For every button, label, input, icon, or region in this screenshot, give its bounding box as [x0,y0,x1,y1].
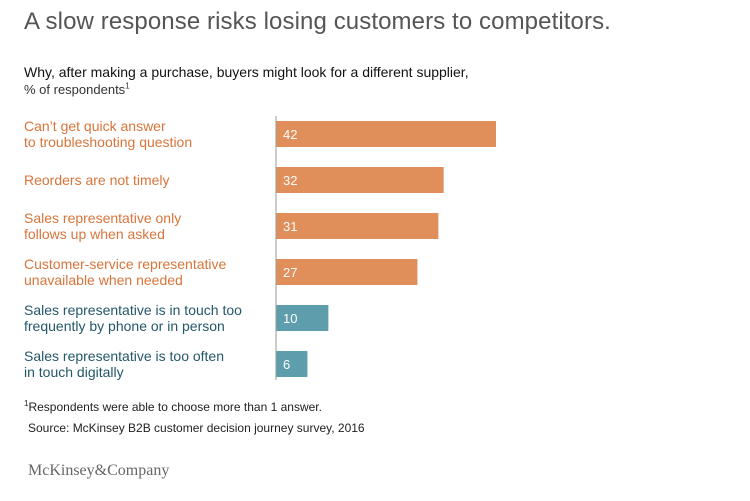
category-label-6: Sales representative is too often in tou… [24,348,225,380]
bar-3 [276,213,439,239]
category-label-4: Customer-service representative unavaila… [24,256,227,288]
subtitle-question: Why, after making a purchase, buyers mig… [24,64,469,80]
bar-value-label-4: 27 [283,265,297,280]
bar-value-label-2: 32 [283,173,297,188]
source-note: Source: McKinsey B2B customer decision j… [28,421,365,435]
chart-subtitle: Why, after making a purchase, buyers mig… [24,64,469,98]
bar-5 [276,305,329,331]
brand-logo: McKinsey&Company [28,462,170,479]
category-label-1: Can’t get quick answer to troubleshootin… [24,118,193,150]
category-label-2: Reorders are not timely [24,172,170,188]
subtitle-unit: % of respondents1 [24,81,469,98]
bar-4 [276,259,418,285]
footnote: 1Respondents were able to choose more th… [24,399,322,415]
bar-2 [276,167,444,193]
chart-title: A slow response risks losing customers t… [24,8,611,35]
category-label-5: Sales representative is in touch too fre… [24,302,242,334]
category-label-3: Sales representative only follows up whe… [24,210,182,242]
footnote-mark: 1 [24,399,29,408]
bar-value-label-5: 10 [283,311,297,326]
unit-label: % of respondents [24,82,126,97]
footnote-text: Respondents were able to choose more tha… [28,400,322,414]
bar-6 [276,351,308,377]
bar-value-label-6: 6 [283,357,290,372]
bar-value-label-3: 31 [283,219,297,234]
bar-1 [276,121,496,147]
subtitle-footnote-mark: 1 [125,81,130,91]
bar-value-label-1: 42 [283,127,297,142]
